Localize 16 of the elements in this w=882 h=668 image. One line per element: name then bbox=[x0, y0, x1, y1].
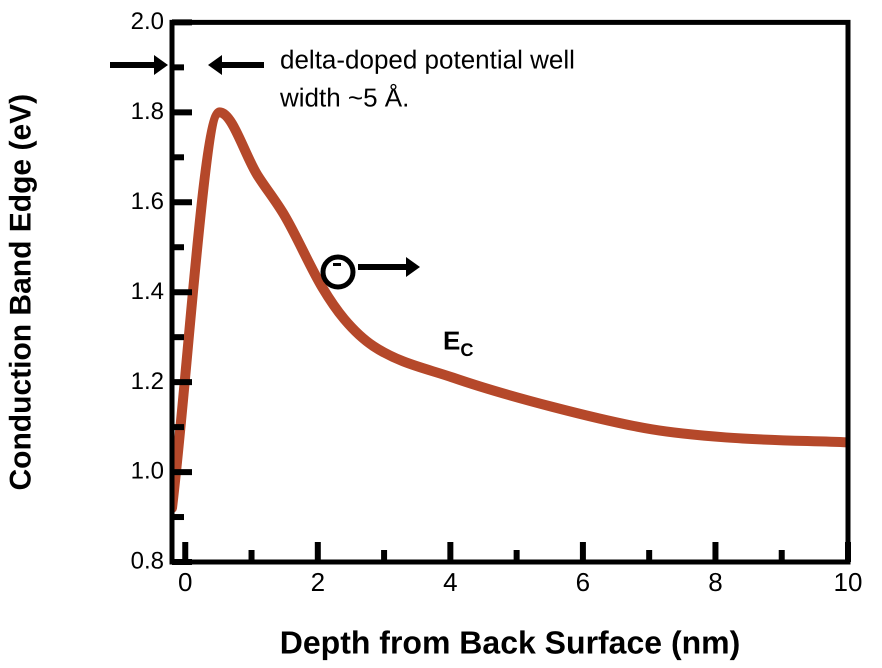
y-tick-label: 2.0 bbox=[130, 8, 164, 36]
y-tick-label: 1.6 bbox=[130, 188, 164, 215]
y-tick-label: 0.8 bbox=[130, 548, 164, 575]
y-tick-label: 1.4 bbox=[130, 278, 164, 305]
x-tick-label: 2 bbox=[310, 566, 326, 597]
y-tick-label: 1.0 bbox=[130, 458, 164, 485]
annotation: delta-doped potential well width ~5 Å. bbox=[279, 44, 575, 112]
x-tick-label: 8 bbox=[708, 566, 723, 597]
y-axis-title: Conduction Band Edge (eV) bbox=[4, 94, 38, 491]
y-tick-label: 1.8 bbox=[130, 98, 164, 125]
x-tick-label: 0 bbox=[178, 566, 192, 597]
x-tick-label: 6 bbox=[576, 566, 590, 597]
x-axis-title: Depth from Back Surface (nm) bbox=[280, 624, 740, 661]
x-tick-label: 4 bbox=[443, 566, 458, 597]
x-tick-label: 10 bbox=[834, 566, 862, 597]
y-tick-label: 1.2 bbox=[130, 368, 164, 395]
